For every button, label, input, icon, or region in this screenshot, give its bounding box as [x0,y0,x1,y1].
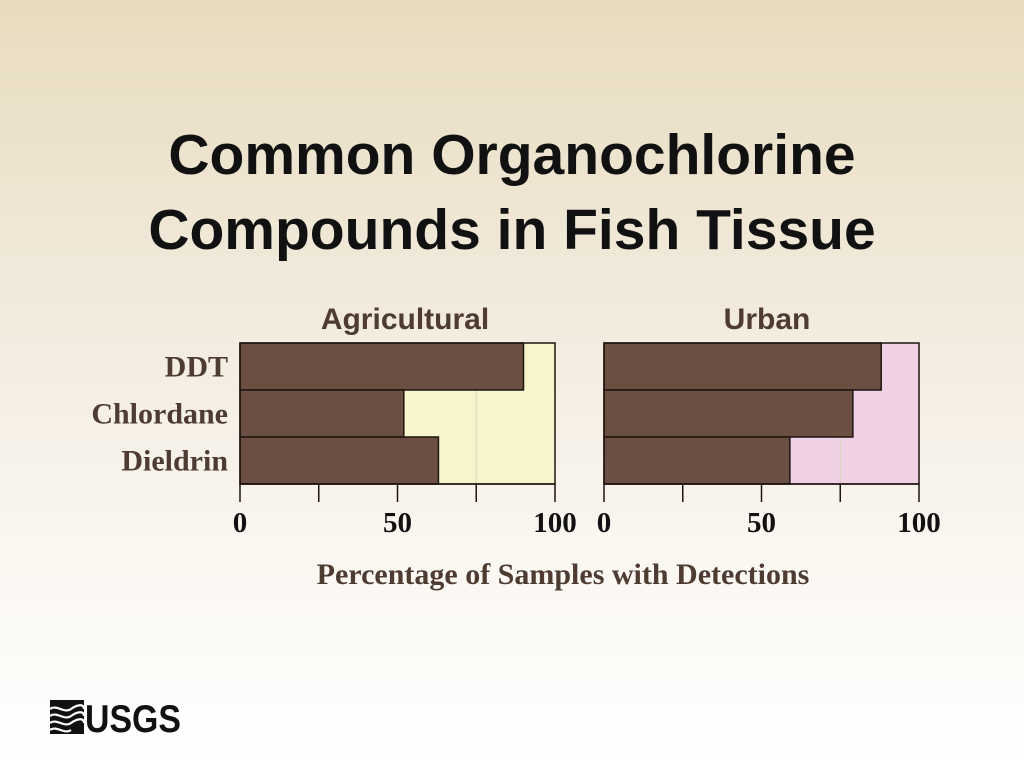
usgs-logo-text: USGS [85,700,181,736]
category-label-ddt: DDT [165,351,228,384]
urban-tick-label-0: 0 [597,507,612,539]
usgs-wave-icon [50,700,86,734]
agricultural-panel-title: Agricultural [321,303,489,336]
title-line-1: Common Organochlorine [168,123,856,187]
urban-bar-chlordane [603,389,854,438]
agricultural-tick-label-50: 50 [383,507,412,539]
urban-bar-ddt [603,342,882,391]
agricultural-tick-label-0: 0 [233,507,248,539]
agricultural-bar-chlordane [239,389,405,438]
category-label-dieldrin: Dieldrin [121,445,228,478]
slide-title: Common Organochlorine Compounds in Fish … [0,118,1024,268]
title-line-2: Compounds in Fish Tissue [148,198,876,262]
urban-tick-label-50: 50 [747,507,776,539]
urban-panel-title: Urban [724,303,811,336]
urban-bar-dieldrin [603,436,791,485]
usgs-logo: USGS [50,700,181,736]
agricultural-bar-dieldrin [239,436,440,485]
x-axis-title: Percentage of Samples with Detections [317,558,810,591]
agricultural-tick-label-100: 100 [533,507,577,539]
agricultural-bar-ddt [239,342,525,391]
urban-tick-label-100: 100 [897,507,941,539]
category-label-chlordane: Chlordane [91,398,228,431]
